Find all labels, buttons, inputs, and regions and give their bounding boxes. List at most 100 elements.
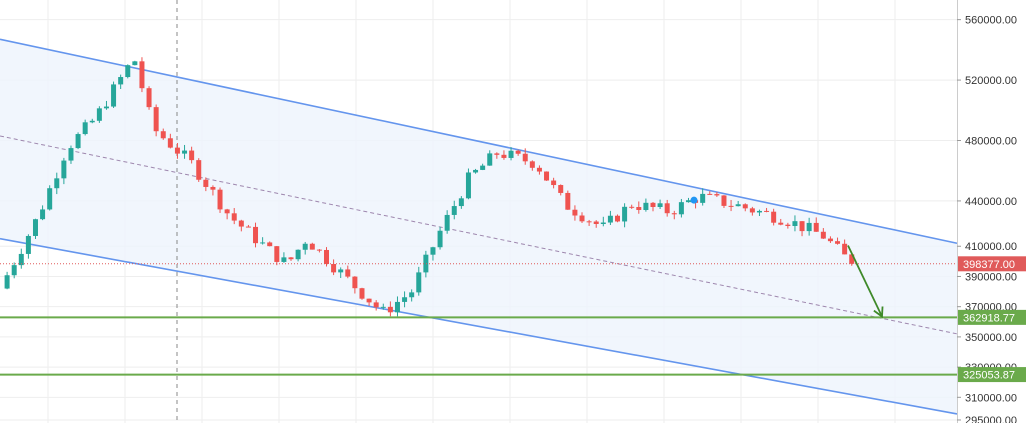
candle-body [764, 210, 770, 212]
tick-label: 310000.00 [965, 392, 1017, 404]
candle-body [572, 209, 578, 216]
candle-body [607, 215, 613, 223]
candle-body [835, 241, 841, 244]
channel-fill [0, 39, 957, 414]
candle-body [394, 301, 400, 313]
candle-body [501, 154, 507, 158]
candle-body [203, 179, 209, 187]
price-badge [958, 309, 1026, 325]
candle-body [650, 202, 656, 208]
candle-body [636, 207, 642, 210]
candle-body [245, 226, 251, 228]
candle-body [196, 160, 202, 180]
target-arrow[interactable] [847, 245, 884, 319]
candle-body [423, 254, 429, 273]
candle-body [714, 194, 720, 196]
candle-body [529, 161, 535, 168]
candle-body [18, 253, 24, 266]
candle-body [785, 224, 791, 227]
candle-body [778, 222, 784, 225]
candle-body [302, 243, 308, 250]
candle-body [827, 238, 833, 242]
candle-body [68, 148, 74, 161]
candle-body [465, 172, 471, 199]
candle-body [217, 189, 223, 210]
blue-dot-marker[interactable] [690, 196, 698, 204]
candle-body [40, 209, 46, 220]
candle-body [146, 88, 152, 108]
channel-mid-line[interactable] [0, 135, 958, 335]
candle-body [721, 195, 727, 206]
candle-body [515, 150, 521, 154]
candle-body [416, 272, 422, 293]
candle-body [288, 257, 294, 260]
candle-body [118, 77, 124, 85]
tick-label: 390000.00 [965, 271, 1017, 283]
candle-body [551, 180, 557, 186]
candle-body [295, 249, 301, 260]
candle-body [444, 214, 450, 231]
candle-body [799, 221, 805, 232]
candle-body [82, 122, 88, 135]
candle-body [11, 265, 17, 276]
candle-body [111, 84, 117, 107]
candle-body [224, 209, 230, 214]
candle-body [735, 204, 741, 207]
candle-body [728, 205, 734, 207]
candle-body [238, 220, 244, 227]
candle-body [345, 269, 351, 277]
candle-body [487, 153, 493, 166]
candle-body [685, 200, 691, 203]
candle-body [54, 178, 60, 189]
candle-body [153, 107, 159, 132]
candle-body [749, 208, 755, 213]
arrow-head [873, 306, 884, 319]
candle-body [565, 192, 571, 210]
candle-body [160, 131, 166, 139]
horizontal-levels[interactable] [0, 316, 957, 376]
candle-body [536, 167, 542, 172]
price-badge-label: 325053.87 [963, 370, 1015, 382]
candle-body [387, 306, 393, 313]
candles [4, 57, 855, 317]
candle-body [47, 188, 53, 210]
channel-upper-line[interactable] [0, 38, 958, 245]
candle-body [451, 206, 457, 215]
candle-body [600, 222, 606, 224]
candle-body [331, 263, 337, 273]
candle-body [586, 221, 592, 223]
candle-body [25, 235, 31, 254]
candle-body [139, 61, 145, 89]
candle-body [657, 203, 663, 208]
candle-body [664, 203, 670, 214]
price-badge [958, 367, 1026, 383]
candle-body [742, 204, 748, 209]
tick-label: 350000.00 [965, 332, 1017, 344]
candle-body [842, 243, 848, 255]
candle-body [771, 211, 777, 223]
candle-body [473, 169, 479, 173]
candle-body [622, 206, 628, 222]
candle-body [849, 254, 855, 264]
candle-body [89, 120, 95, 123]
candle-body [132, 61, 138, 66]
candle-body [103, 106, 109, 109]
candle-body [182, 150, 188, 154]
candle-body [678, 202, 684, 215]
price-badge-label: 398377.00 [963, 259, 1015, 271]
candle-body [629, 206, 635, 208]
candle-body [806, 222, 812, 232]
candle-body [4, 275, 10, 289]
candle-body [494, 153, 500, 155]
candle-body [359, 288, 365, 299]
candle-body [61, 160, 67, 179]
candle-body [32, 219, 38, 236]
candle-body [402, 297, 408, 302]
candle-body [558, 185, 564, 193]
price-badge-label: 362918.77 [963, 312, 1015, 324]
candle-body [174, 147, 180, 154]
channel-lower-line[interactable] [0, 237, 958, 415]
tick-label: 440000.00 [965, 196, 1017, 208]
price-axis[interactable] [957, 0, 1026, 423]
